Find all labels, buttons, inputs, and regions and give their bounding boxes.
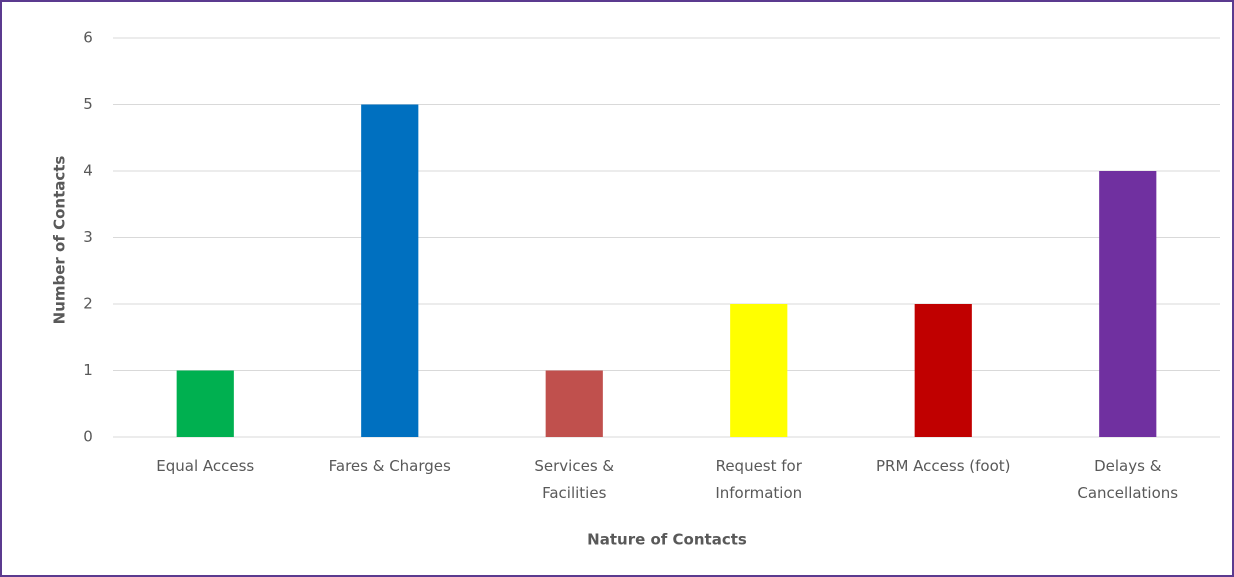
bar xyxy=(176,370,234,437)
bar xyxy=(361,104,419,437)
x-tick-label: PRM Access (foot) xyxy=(875,457,1011,475)
y-tick-label: 0 xyxy=(83,428,93,446)
x-tick-label: Request for Information xyxy=(715,457,803,502)
x-tick-label: Services & Facilities xyxy=(534,457,615,502)
x-tick-label: Fares & Charges xyxy=(328,457,451,475)
bar xyxy=(730,304,788,437)
x-tick-label: Equal Access xyxy=(156,457,255,475)
bar xyxy=(914,304,972,437)
y-tick-label: 6 xyxy=(83,29,93,47)
x-axis-title: Nature of Contacts xyxy=(587,531,747,549)
y-tick-label: 3 xyxy=(83,228,93,246)
y-axis-title: Number of Contacts xyxy=(51,156,69,325)
bar xyxy=(545,370,603,437)
y-tick-label: 5 xyxy=(83,95,93,113)
y-tick-label: 1 xyxy=(83,361,93,379)
x-tick-label: Delays & Cancellations xyxy=(1077,457,1179,502)
y-tick-label: 2 xyxy=(83,295,93,313)
y-tick-label: 4 xyxy=(83,162,93,180)
bar xyxy=(1099,171,1157,437)
